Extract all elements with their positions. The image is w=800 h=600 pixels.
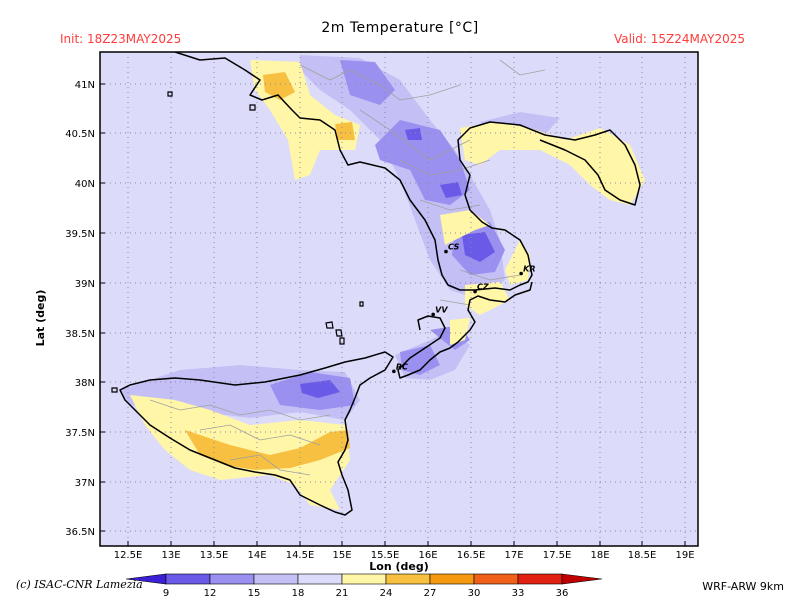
city-dot [519, 271, 523, 276]
city-label: RC [396, 362, 408, 371]
colorbar-swatch [517, 573, 563, 585]
map-title: 2m Temperature [°C] [321, 20, 479, 36]
colorbar-swatch [209, 573, 255, 585]
colorbar-swatch [473, 573, 519, 585]
lat-tick-labels: 41N 40.5N 40N 39.5N 39N 38.5N 38N 37.5N … [65, 80, 95, 538]
lat-tick-label: 37.5N [65, 428, 95, 439]
colorbar-label: 27 [424, 588, 437, 599]
y-axis-label: Lat (deg) [34, 290, 47, 347]
lon-tick-label: 18E [590, 550, 609, 561]
lat-tick-label: 40.5N [65, 129, 95, 140]
map-plot-area [100, 52, 698, 546]
lat-tick-label: 38.5N [65, 329, 95, 340]
colorbar-label: 21 [336, 588, 349, 599]
lat-tick-label: 38N [75, 378, 95, 389]
temperature-band-12 [300, 128, 495, 398]
lon-tick-label: 14.5E [286, 550, 315, 561]
lat-tick-label: 39.5N [65, 229, 95, 240]
colorbar-swatch [561, 573, 603, 585]
coastline [119, 52, 641, 516]
lon-tick-labels: 12.5E 13E 13.5E 14E 14.5E 15E 15.5E 16E … [114, 550, 695, 561]
colorbar-label: 12 [204, 588, 217, 599]
colorbar-label: 36 [556, 588, 569, 599]
islands [111, 91, 364, 393]
lon-tick-label: 15E [332, 550, 351, 561]
valid-time: Valid: 15Z24MAY2025 [613, 32, 745, 46]
lat-tick-label: 36.5N [65, 527, 95, 538]
temperature-band-27 [185, 72, 355, 470]
axis-ticks [100, 83, 686, 546]
lat-tick-label: 41N [75, 80, 95, 91]
colorbar-swatch [297, 573, 343, 585]
lon-tick-label: 17E [504, 550, 523, 561]
city-markers: CS KR CZ VV RC [392, 243, 536, 374]
city-dot [431, 312, 435, 317]
lon-tick-label: 18.5E [628, 550, 657, 561]
city-dot [392, 369, 396, 374]
colorbar-label: 33 [512, 588, 525, 599]
colorbar-swatch [385, 573, 431, 585]
colorbar-swatch [253, 573, 299, 585]
city-dot [444, 249, 448, 254]
copyright-credit: (c) ISAC-CNR Lamezia [16, 578, 143, 591]
lon-tick-label: 15.5E [371, 550, 400, 561]
colorbar-label: 9 [163, 588, 169, 599]
lon-tick-label: 16.5E [457, 550, 486, 561]
lat-tick-label: 39N [75, 279, 95, 290]
init-time: Init: 18Z23MAY2025 [60, 32, 182, 46]
lon-tick-label: 12.5E [114, 550, 143, 561]
city-label: VV [435, 305, 448, 314]
lon-tick-label: 13.5E [200, 550, 229, 561]
lon-tick-label: 14E [247, 550, 266, 561]
colorbar-swatch [165, 573, 211, 585]
colorbar-label: 30 [468, 588, 481, 599]
x-axis-label: Lon (deg) [369, 560, 429, 573]
plot-frame [99, 51, 699, 547]
colorbar-swatch [341, 573, 387, 585]
colorbar: 9 12 15 18 21 24 27 30 33 36 [125, 573, 603, 599]
lon-tick-label: 19E [675, 550, 694, 561]
model-label: WRF-ARW 9km [702, 580, 784, 593]
lon-tick-label: 17.5E [543, 550, 572, 561]
colorbar-label: 15 [248, 588, 261, 599]
lon-tick-label: 16E [418, 550, 437, 561]
colorbar-label: 24 [380, 588, 393, 599]
lat-tick-label: 37N [75, 478, 95, 489]
city-label: CZ [477, 283, 489, 292]
colorbar-label: 18 [292, 588, 305, 599]
city-label: KR [523, 265, 535, 274]
region-borders [149, 59, 546, 476]
lat-tick-label: 40N [75, 179, 95, 190]
colorbar-swatch [429, 573, 475, 585]
lon-tick-label: 13E [161, 550, 180, 561]
city-label: CS [448, 243, 460, 252]
city-dot [473, 289, 477, 294]
